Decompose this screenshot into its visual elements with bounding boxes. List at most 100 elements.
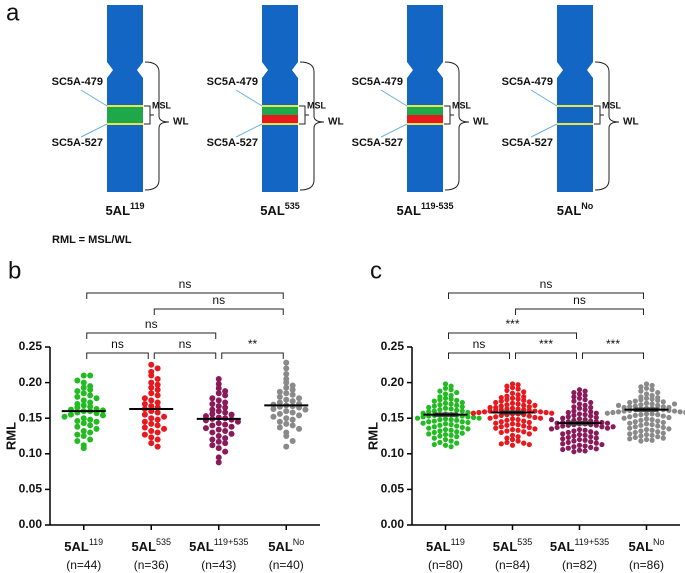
data-point xyxy=(582,417,588,423)
data-point xyxy=(442,442,449,448)
data-point xyxy=(504,393,510,399)
marker-label: SC5A-479 xyxy=(502,76,553,88)
y-tick-label: 0.25 xyxy=(381,339,405,353)
data-point xyxy=(571,389,577,396)
data-point xyxy=(202,425,209,432)
data-point xyxy=(627,436,633,442)
data-point xyxy=(459,399,465,406)
data-point xyxy=(498,424,504,430)
data-point xyxy=(148,428,155,435)
data-point xyxy=(515,401,521,407)
data-point xyxy=(509,390,516,396)
data-point xyxy=(571,428,577,434)
msl-label: MSL xyxy=(152,100,172,110)
data-point xyxy=(649,437,655,443)
significance-label: ns xyxy=(179,337,192,351)
data-point xyxy=(660,435,666,441)
data-point xyxy=(560,431,566,437)
wl-label: WL xyxy=(173,117,189,128)
category-name: 5AL xyxy=(268,539,293,554)
data-point xyxy=(515,434,521,440)
significance-label: ns xyxy=(212,293,225,307)
data-point xyxy=(632,429,638,436)
x-tick-label: 5AL119+535 xyxy=(550,537,609,554)
data-point xyxy=(537,415,544,421)
data-point xyxy=(296,412,303,419)
data-point xyxy=(154,429,161,436)
data-point xyxy=(154,436,161,443)
data-point xyxy=(276,399,283,406)
data-point xyxy=(442,426,449,433)
data-point xyxy=(431,441,437,448)
data-point xyxy=(74,393,81,400)
chromosome-label: 5AL119 xyxy=(105,201,144,218)
msl-label: MSL xyxy=(307,100,327,110)
data-point xyxy=(521,423,527,429)
chromosome-name: 5AL xyxy=(557,203,582,218)
data-point xyxy=(649,411,655,417)
chromosome-superscript: 535 xyxy=(285,201,300,211)
data-point xyxy=(454,434,460,440)
data-point xyxy=(515,422,521,428)
data-point xyxy=(222,404,229,411)
data-point xyxy=(442,431,449,438)
significance-label: ** xyxy=(248,337,258,351)
data-point xyxy=(666,414,672,421)
data-point xyxy=(276,410,283,417)
data-point xyxy=(74,423,81,430)
data-point xyxy=(228,430,235,437)
data-point xyxy=(283,433,290,439)
data-point xyxy=(283,415,290,422)
data-point xyxy=(442,405,449,411)
data-point xyxy=(87,392,94,399)
data-point xyxy=(222,388,229,395)
data-point xyxy=(526,404,532,410)
data-point xyxy=(515,396,521,402)
data-point xyxy=(87,422,94,429)
data-point xyxy=(632,419,638,425)
data-point xyxy=(437,433,443,439)
data-point xyxy=(215,433,222,439)
data-point xyxy=(448,406,454,412)
data-point xyxy=(649,382,655,389)
data-point xyxy=(588,429,594,435)
data-point xyxy=(649,422,655,428)
data-point xyxy=(521,440,527,446)
y-tick-label: 0.00 xyxy=(19,517,43,531)
data-point xyxy=(621,415,627,421)
data-point xyxy=(576,411,583,417)
y-tick-label: 0.00 xyxy=(381,517,405,531)
data-point xyxy=(289,382,296,389)
data-point xyxy=(526,419,532,426)
data-point xyxy=(509,442,516,448)
data-point xyxy=(454,389,460,396)
category-superscript: 119+535 xyxy=(574,537,609,547)
data-point xyxy=(154,386,161,393)
data-point xyxy=(509,416,516,422)
data-point xyxy=(154,409,161,416)
leader-line xyxy=(380,123,408,138)
data-point xyxy=(222,392,229,399)
data-point xyxy=(148,379,155,386)
data-point xyxy=(627,399,633,406)
data-point xyxy=(215,459,222,466)
data-point xyxy=(148,361,155,368)
segment-band xyxy=(407,115,443,124)
data-point xyxy=(80,445,87,452)
panel-label: c xyxy=(370,257,382,284)
wl-brace xyxy=(299,61,325,191)
data-point xyxy=(80,433,87,439)
data-point xyxy=(141,418,148,425)
significance-bracket xyxy=(448,332,577,339)
category-superscript: 119+535 xyxy=(214,537,249,547)
data-point xyxy=(610,424,616,430)
data-point xyxy=(632,424,638,430)
data-point xyxy=(526,431,532,437)
data-point xyxy=(148,420,155,427)
category-superscript: 119 xyxy=(451,537,465,547)
y-tick-label: 0.20 xyxy=(381,375,405,389)
data-point xyxy=(283,396,290,403)
data-point xyxy=(487,415,493,421)
x-tick-label: 5AL119+535 xyxy=(189,537,248,554)
significance-label: ns xyxy=(111,337,124,351)
